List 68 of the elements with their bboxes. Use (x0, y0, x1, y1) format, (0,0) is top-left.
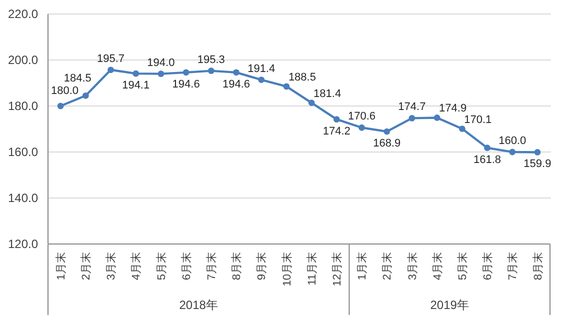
point (384, 128, 390, 135)
x-tick-label: 1月末 (54, 252, 68, 280)
point (358, 124, 365, 131)
x-tick-label: 9月末 (255, 252, 268, 280)
data-label: 174.7 (398, 101, 426, 114)
x-tick-label: 2月末 (380, 252, 394, 280)
point (434, 114, 440, 121)
x-tick-label: 7月末 (506, 252, 520, 280)
point (283, 83, 290, 90)
data-label: 159.9 (524, 158, 552, 170)
data-label: 188.5 (288, 71, 316, 84)
data-label: 191.4 (248, 62, 276, 75)
y-tick-label: 180.0 (8, 99, 38, 114)
y-tick-label: 120.0 (8, 237, 38, 252)
x-tick-label: 4月末 (430, 252, 444, 280)
text: 2018年 (179, 298, 218, 312)
x-tick-label: 8月末 (230, 252, 244, 280)
point (132, 70, 140, 77)
data-label: 195.3 (197, 54, 225, 66)
data-label: 180.0 (50, 85, 79, 97)
x-tick-label: 5月末 (456, 252, 469, 280)
data-label: 194.1 (122, 80, 150, 92)
data-label: 161.8 (473, 154, 502, 166)
point (258, 76, 265, 83)
point (458, 126, 466, 132)
y-tick-label: 160.0 (8, 145, 38, 160)
data-label: 160.0 (498, 135, 526, 147)
data-label: 184.5 (64, 72, 92, 85)
data-label: 174.9 (439, 102, 467, 115)
point (233, 69, 240, 76)
point (509, 148, 516, 156)
x-tick-label: 5月末 (154, 252, 168, 280)
data-label: 181.4 (314, 88, 342, 100)
point (408, 114, 416, 122)
data-label: 168.9 (373, 138, 401, 150)
data-label: 170.6 (348, 110, 376, 123)
data-label: 194.6 (222, 78, 250, 90)
y-tick-label: 200.0 (8, 53, 38, 68)
x-tick-label: 6月末 (180, 252, 193, 280)
point (108, 66, 114, 74)
data-label: 194.6 (172, 78, 200, 90)
point (158, 70, 164, 77)
y-tick-label: 220.0 (8, 7, 38, 22)
x-tick-label: 10月末 (280, 252, 294, 286)
x-tick-label: 6月末 (481, 252, 494, 280)
x-tick-label: 8月末 (531, 252, 544, 280)
point (308, 100, 315, 106)
data-label: 194.0 (147, 56, 175, 69)
point (208, 68, 214, 74)
x-tick-label: 4月末 (130, 252, 143, 280)
point (484, 144, 490, 152)
x-tick-label: 3月末 (406, 252, 419, 280)
data-label: 174.2 (322, 125, 350, 138)
point (57, 102, 64, 110)
x-tick-label: 7月末 (205, 252, 218, 280)
x-tick-label: 2月末 (80, 252, 92, 280)
text: 2019年 (430, 298, 469, 312)
data-label: 170.1 (464, 114, 492, 126)
x-tick-label: 1月末 (356, 252, 369, 280)
data-label: 195.7 (96, 52, 125, 65)
y-tick-label: 140.0 (8, 191, 38, 206)
point (182, 69, 190, 76)
x-tick-label: 3月末 (104, 252, 118, 280)
x-tick-label: 11月末 (305, 252, 318, 286)
point (534, 149, 541, 156)
point (82, 92, 89, 99)
point (333, 116, 340, 123)
x-tick-label: 12月末 (330, 252, 344, 286)
